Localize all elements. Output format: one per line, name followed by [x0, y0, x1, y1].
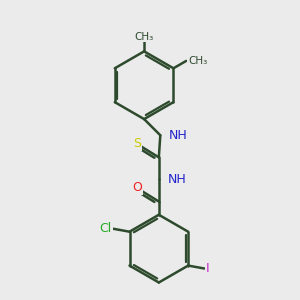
Text: Cl: Cl — [100, 222, 112, 235]
Text: CH₃: CH₃ — [188, 56, 208, 66]
Text: NH: NH — [169, 129, 188, 142]
Text: NH: NH — [168, 173, 186, 186]
Text: S: S — [133, 137, 141, 150]
Text: O: O — [132, 181, 142, 194]
Text: CH₃: CH₃ — [134, 32, 154, 42]
Text: I: I — [206, 262, 209, 275]
